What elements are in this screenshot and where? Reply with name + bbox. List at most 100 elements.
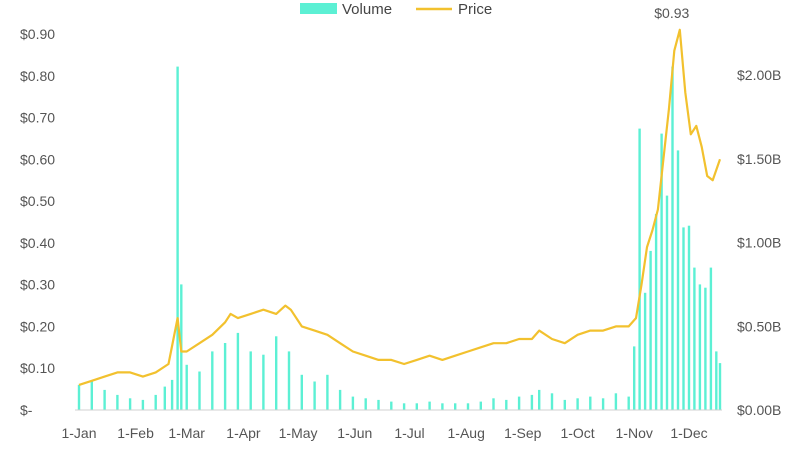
volume-bar xyxy=(211,351,214,410)
price-line xyxy=(78,28,722,386)
x-axis-tick-label: 1-Aug xyxy=(448,425,485,441)
volume-bar xyxy=(262,354,265,410)
volume-bar xyxy=(715,351,718,410)
x-axis-tick-label: 1-Oct xyxy=(560,425,594,441)
volume-bar xyxy=(402,403,406,410)
volume-bar xyxy=(693,267,696,410)
volume-bar xyxy=(454,403,457,410)
volume-bar xyxy=(77,384,81,410)
volume-bar xyxy=(665,195,669,410)
volume-bar xyxy=(576,398,579,410)
volume-bar xyxy=(530,394,534,410)
volume-bar xyxy=(649,250,652,410)
x-axis-ticks: 1-Jan 1-Feb 1-Mar 1-Apr 1-May 1-Jun 1-Jul 1-Aug… xyxy=(61,425,707,441)
volume-bar xyxy=(614,393,618,411)
volume-bar xyxy=(638,128,641,410)
volume-bar xyxy=(718,363,722,410)
volume-bar xyxy=(601,398,605,410)
volume-bar xyxy=(466,403,470,410)
right-axis-tick-label: $1.00B xyxy=(737,235,781,251)
volume-bar xyxy=(550,393,554,411)
volume-bar xyxy=(441,403,444,410)
volume-bars xyxy=(77,66,722,411)
legend-price-label: Price xyxy=(458,1,492,18)
volume-bar xyxy=(698,284,702,410)
volume-bar xyxy=(163,386,166,410)
volume-bar xyxy=(390,401,393,410)
volume-bar xyxy=(479,401,482,410)
price-peak-label: $0.93 xyxy=(654,5,689,21)
volume-bar xyxy=(141,399,145,410)
x-axis-tick-label: 1-Apr xyxy=(226,425,261,441)
left-axis-tick-label: $0.60 xyxy=(20,151,55,167)
volume-bar xyxy=(154,394,157,410)
volume-bar xyxy=(198,371,201,410)
left-axis-tick-label: $- xyxy=(20,402,33,418)
volume-bar xyxy=(654,214,658,410)
volume-bar xyxy=(687,225,691,410)
volume-bar xyxy=(275,336,278,410)
volume-bar xyxy=(682,227,685,410)
left-axis-tick-label: $0.80 xyxy=(20,68,55,84)
volume-bar xyxy=(170,379,174,410)
right-axis-tick-label: $2.00B xyxy=(737,67,781,83)
volume-bar xyxy=(505,399,508,410)
left-axis-ticks: $- $0.10 $0.20 $0.30 $0.40 $0.50 $0.60 $0.70 $0.… xyxy=(20,26,55,418)
volume-bar xyxy=(377,399,380,410)
volume-bar xyxy=(589,396,592,410)
volume-bar xyxy=(415,403,418,410)
legend-volume-swatch xyxy=(300,3,337,14)
volume-bar xyxy=(517,396,521,410)
volume-bar xyxy=(633,346,636,410)
x-axis-tick-label: 1-Jun xyxy=(337,425,372,441)
volume-bar xyxy=(709,267,713,410)
volume-bar xyxy=(676,150,680,410)
x-axis-tick-label: 1-Mar xyxy=(168,425,205,441)
right-axis-tick-label: $0.00B xyxy=(737,402,781,418)
right-axis-tick-label: $1.50B xyxy=(737,151,781,167)
left-axis-tick-label: $0.10 xyxy=(20,360,55,376)
volume-bar xyxy=(538,389,541,410)
x-axis-tick-label: 1-Jul xyxy=(394,425,424,441)
x-axis-tick-label: 1-Dec xyxy=(670,425,707,441)
volume-bar xyxy=(428,401,431,410)
x-axis-tick-label: 1-Sep xyxy=(504,425,542,441)
volume-bar xyxy=(364,398,367,410)
volume-bar xyxy=(563,399,566,410)
left-axis-tick-label: $0.50 xyxy=(20,193,55,209)
left-axis-tick-label: $0.40 xyxy=(20,235,55,251)
volume-bar xyxy=(313,381,316,410)
volume-bar xyxy=(492,398,495,410)
volume-bar xyxy=(223,343,227,410)
left-axis-tick-label: $0.70 xyxy=(20,110,55,126)
volume-bar xyxy=(116,394,119,410)
volume-bar xyxy=(627,396,630,410)
volume-bar xyxy=(103,389,106,410)
volume-bar xyxy=(287,351,291,410)
legend: Volume Price xyxy=(300,1,492,18)
x-axis-tick-label: 1-Jan xyxy=(61,425,96,441)
volume-bar xyxy=(128,398,132,410)
volume-bar xyxy=(338,389,342,410)
volume-bar xyxy=(249,351,252,410)
x-axis-tick-label: 1-May xyxy=(279,425,318,441)
volume-bar xyxy=(351,396,355,410)
left-axis-tick-label: $0.20 xyxy=(20,318,55,334)
left-axis-tick-label: $0.30 xyxy=(20,277,55,293)
volume-bar xyxy=(326,374,329,410)
left-axis-tick-label: $0.90 xyxy=(20,26,55,42)
volume-bar xyxy=(704,287,707,410)
x-axis-tick-label: 1-Nov xyxy=(616,425,653,441)
volume-bar xyxy=(660,133,663,410)
volume-bar xyxy=(671,66,674,410)
volume-bar xyxy=(300,374,303,410)
volume-bar xyxy=(236,332,240,410)
x-axis-tick-label: 1-Feb xyxy=(117,425,154,441)
volume-bar xyxy=(176,66,179,410)
volume-bar xyxy=(185,364,188,410)
right-axis-tick-label: $0.50B xyxy=(737,318,781,334)
legend-volume-label: Volume xyxy=(342,1,392,18)
right-axis-ticks: $0.00B $0.50B $1.00B $1.50B $2.00B xyxy=(737,67,781,418)
volume-bar xyxy=(90,381,93,410)
